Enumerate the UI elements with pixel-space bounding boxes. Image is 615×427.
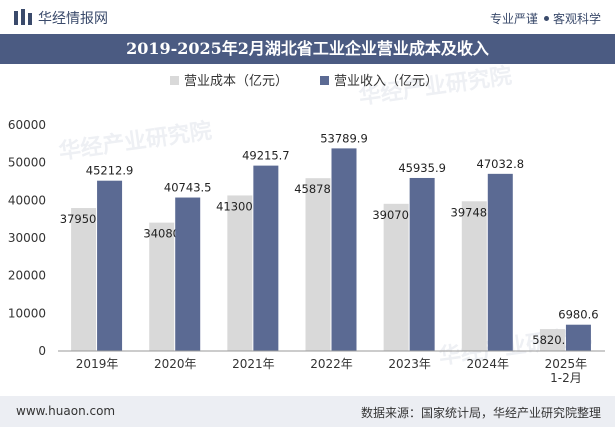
dot-icon [543, 16, 549, 21]
chart-title: 2019-2025年2月湖北省工业企业营业成本及收入 [126, 39, 489, 58]
data-label-cost: 41300.3 [216, 199, 264, 213]
huajing-logo-icon [14, 9, 32, 25]
x-tick-label: 2022年 [310, 357, 353, 371]
data-label-revenue: 6980.6 [558, 308, 598, 322]
bar-revenue [487, 173, 513, 351]
legend-label-2: 营业收入（亿元） [334, 74, 438, 89]
legend-swatch-2 [320, 76, 329, 85]
x-tick-label: 2023年 [388, 357, 431, 371]
y-tick-label: 30000 [8, 231, 46, 245]
bar-revenue [175, 197, 201, 351]
footer: www.huaon.com 数据来源：国家统计局，华经产业研究院整理 [0, 396, 615, 427]
data-label-revenue: 45212.9 [86, 164, 134, 178]
x-tick-label: 2025年 [545, 357, 588, 371]
footer-source: 数据来源：国家统计局，华经产业研究院整理 [360, 406, 601, 420]
brand-name: 华经情报网 [38, 11, 108, 27]
bar-cost [227, 195, 253, 351]
bar-cost [539, 329, 565, 351]
bar-cost [383, 203, 409, 351]
bar-revenue [331, 148, 357, 351]
data-label-revenue: 53789.9 [320, 131, 368, 145]
data-label-cost: 39070.7 [372, 208, 420, 222]
top-bar: 华经情报网 专业严谨 客观科学 [0, 0, 615, 34]
watermark-text: 华经产业研究院 [57, 118, 213, 165]
legend-swatch-1 [170, 76, 179, 85]
y-tick-label: 50000 [8, 156, 46, 170]
title-bar: 2019-2025年2月湖北省工业企业营业成本及收入 [0, 34, 615, 64]
data-label-cost: 45878.5 [294, 182, 342, 196]
data-label-revenue: 49215.7 [242, 149, 290, 163]
data-label-revenue: 40743.5 [164, 181, 212, 195]
data-label-revenue: 45935.9 [398, 161, 446, 175]
slogan-left: 专业严谨 [489, 12, 538, 26]
x-tick-label: 2020年 [154, 357, 197, 371]
y-tick-label: 10000 [8, 306, 46, 320]
x-tick-label: 2019年 [76, 357, 119, 371]
bar-revenue [253, 165, 279, 351]
slogan: 专业严谨 客观科学 [490, 10, 601, 27]
bar-revenue [409, 177, 435, 351]
data-label-cost: 34080 [143, 227, 180, 241]
y-tick-label: 60000 [8, 118, 46, 132]
slogan-right: 客观科学 [552, 12, 601, 26]
bar-revenue [97, 180, 123, 351]
bar-cost [149, 222, 175, 351]
data-label-revenue: 47032.8 [477, 157, 525, 171]
bar-cost [461, 201, 487, 351]
y-tick-label: 20000 [8, 269, 46, 283]
data-label-cost: 39748.3 [451, 205, 499, 219]
y-tick-label: 40000 [8, 193, 46, 207]
footer-url: www.huaon.com [16, 404, 116, 418]
bar-revenue [565, 324, 591, 351]
bar-cost [71, 208, 97, 351]
legend-label-1: 营业成本（亿元） [184, 74, 288, 89]
data-label-cost: 37950.4 [60, 212, 108, 226]
x-tick-label: 2024年 [467, 357, 510, 371]
x-tick-label: 1-2月 [550, 371, 582, 385]
x-tick-label: 2021年 [232, 357, 275, 371]
data-label-cost: 5820.6 [532, 333, 572, 347]
bar-cost [305, 178, 331, 351]
y-tick-label: 0 [38, 344, 46, 358]
